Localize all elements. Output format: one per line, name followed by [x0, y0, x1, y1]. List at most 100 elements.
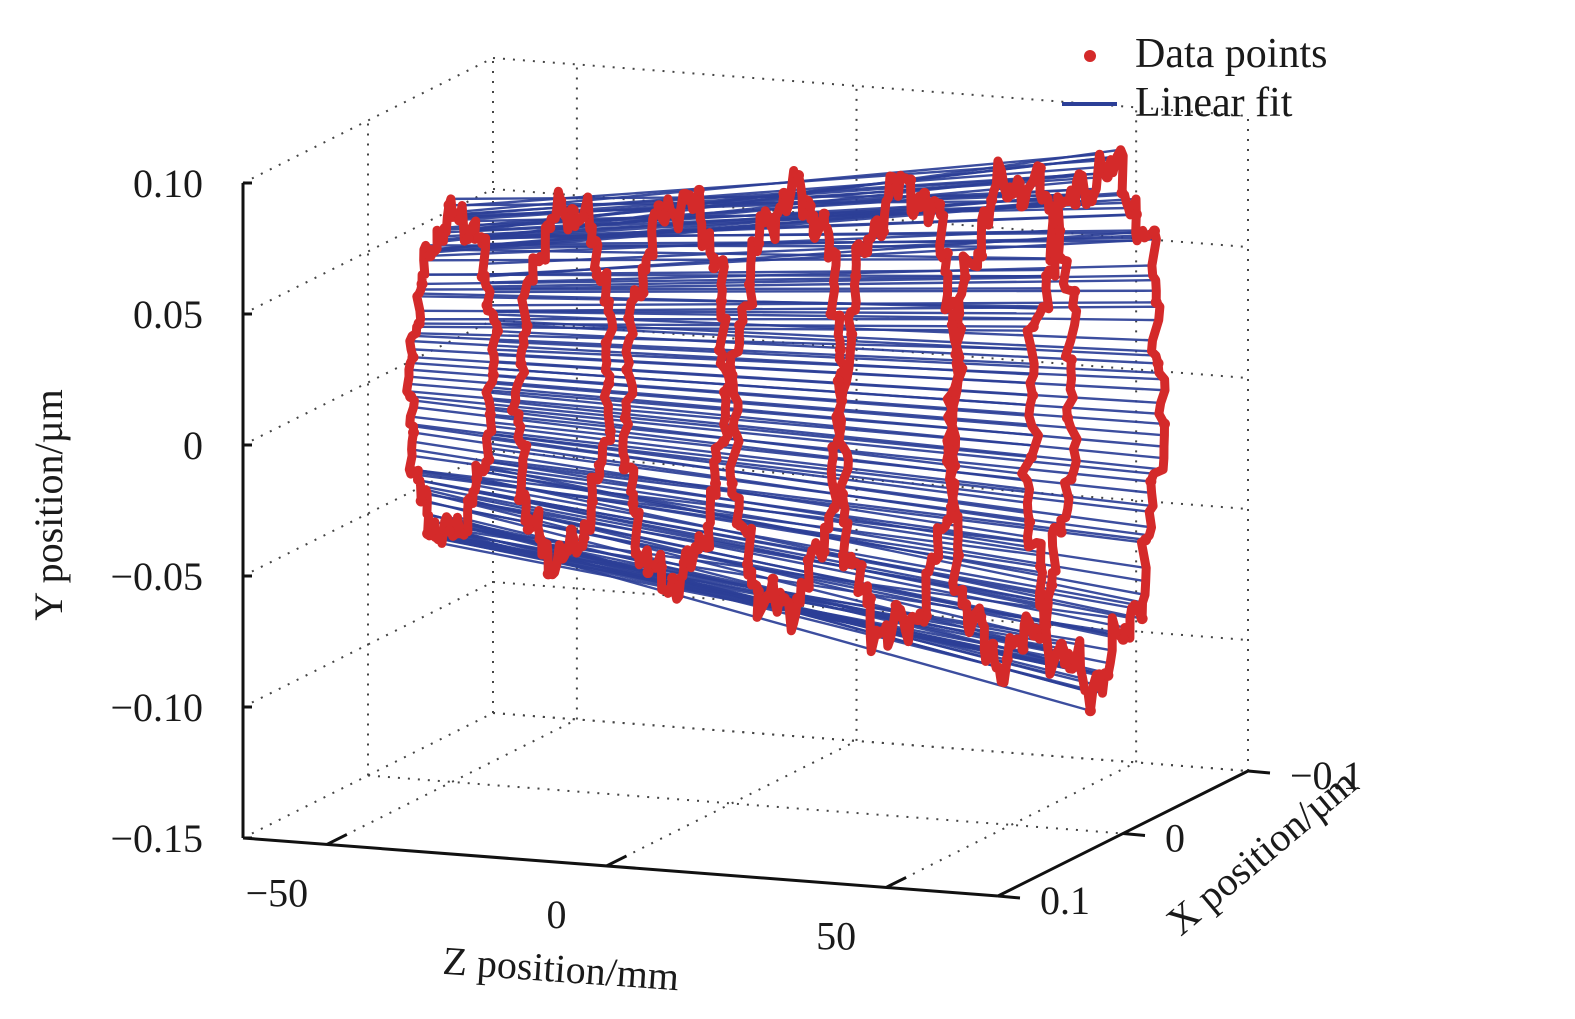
z-tick-mark	[886, 877, 906, 887]
data-point	[1040, 621, 1051, 632]
data-point	[934, 199, 945, 210]
data-point	[1056, 527, 1067, 538]
data-point	[1070, 656, 1081, 667]
data-point	[930, 554, 941, 565]
data-point	[578, 532, 589, 543]
data-point	[1035, 561, 1046, 572]
data-point	[734, 520, 745, 531]
data-point	[805, 200, 816, 211]
data-point	[987, 639, 998, 650]
data-point	[803, 555, 814, 566]
x-tick-mark	[1123, 834, 1145, 836]
data-point	[621, 364, 632, 375]
data-point	[1153, 358, 1164, 369]
z-tick-label: 50	[816, 913, 856, 958]
x-tick-label: 0	[1165, 816, 1185, 861]
data-point	[699, 238, 710, 249]
z-axis-line	[243, 838, 998, 896]
x-tick-label: 0.1	[1040, 878, 1090, 923]
data-point	[645, 248, 656, 259]
data-point	[638, 287, 649, 298]
data-point	[986, 195, 997, 206]
data-point	[417, 278, 428, 289]
linear-fit-line	[490, 291, 1156, 292]
data-point	[690, 542, 701, 553]
data-point	[878, 226, 889, 237]
data-point	[555, 549, 566, 560]
data-point	[742, 559, 753, 570]
data-point	[833, 376, 844, 387]
data-point	[891, 600, 902, 611]
data-point	[679, 557, 690, 568]
data-point	[850, 271, 861, 282]
data-point	[734, 320, 745, 331]
data-point	[1026, 452, 1037, 463]
grid-line	[327, 719, 577, 844]
data-point	[1028, 321, 1039, 332]
data-point	[485, 409, 496, 420]
data-point	[905, 174, 916, 185]
data-point	[483, 454, 494, 465]
data-point	[515, 358, 526, 369]
data-point	[819, 546, 830, 557]
data-point	[534, 533, 545, 544]
data-point	[1054, 225, 1065, 236]
data-point	[409, 466, 420, 477]
data-point	[1070, 199, 1081, 210]
legend-data-points-label: Data points	[1135, 31, 1327, 77]
data-point	[1041, 270, 1052, 281]
data-point	[586, 237, 597, 248]
data-point	[405, 391, 416, 402]
grid-line	[607, 741, 857, 866]
data-point	[414, 318, 425, 329]
data-point	[1062, 412, 1073, 423]
z-axis-label: Z position/mm	[441, 938, 680, 999]
data-point	[544, 222, 555, 233]
data-point	[905, 615, 916, 626]
data-point	[710, 478, 721, 489]
y-tick-label: 0.10	[133, 161, 203, 206]
data-point	[1117, 187, 1128, 198]
data-point	[1066, 354, 1077, 365]
data-point	[714, 344, 725, 355]
data-point	[1118, 634, 1129, 645]
data-point	[727, 423, 738, 434]
data-point	[463, 495, 474, 506]
data-point	[1085, 705, 1096, 716]
data-point	[1102, 171, 1113, 182]
data-point	[416, 496, 427, 507]
data-point	[567, 204, 578, 215]
data-point	[454, 527, 465, 538]
data-point	[422, 528, 433, 539]
data-point	[603, 378, 614, 389]
linear-fit-line	[487, 302, 1156, 305]
data-point	[535, 252, 546, 263]
data-point	[1027, 390, 1038, 401]
grid-line	[493, 713, 1248, 771]
data-point	[566, 525, 577, 536]
data-point	[507, 405, 518, 416]
data-point	[753, 238, 764, 249]
data-point	[407, 352, 418, 363]
data-point	[856, 560, 867, 571]
data-point	[753, 586, 764, 597]
data-point	[462, 233, 473, 244]
data-point	[425, 250, 436, 261]
data-point	[408, 427, 419, 438]
linear-fit-line	[487, 307, 1159, 311]
data-point	[947, 319, 958, 330]
data-point	[1056, 639, 1067, 650]
data-point	[1035, 163, 1046, 174]
data-point	[522, 320, 533, 331]
y-axis-label: Y position/µm	[26, 389, 71, 621]
y-tick-label: −0.05	[110, 554, 203, 599]
data-point	[488, 370, 499, 381]
data-point	[587, 496, 598, 507]
data-point	[694, 185, 705, 196]
data-point	[434, 231, 445, 242]
data-point	[835, 344, 846, 355]
data-point	[793, 170, 804, 181]
x-tick-label: −0.1	[1290, 753, 1363, 798]
data-point	[778, 188, 789, 199]
